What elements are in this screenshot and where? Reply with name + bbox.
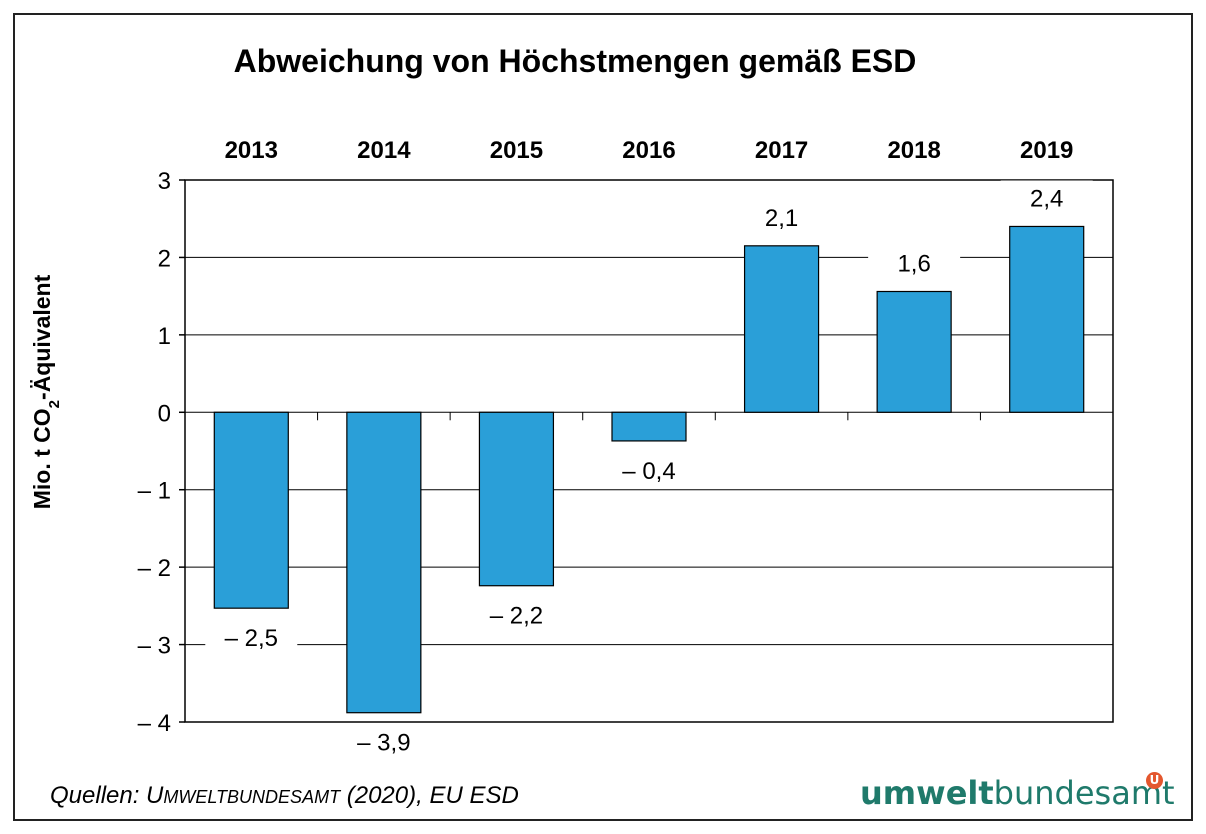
y-tick-label: – 1 — [138, 478, 171, 505]
bars — [213, 225, 1085, 714]
bar — [213, 411, 289, 609]
data-label: – 3,9 — [357, 730, 410, 757]
chart-frame — [13, 13, 1193, 821]
category-label: 2013 — [225, 137, 278, 164]
umweltbundesamt-logo: umweltbundesamt — [860, 774, 1175, 812]
y-tick-label: 2 — [158, 245, 171, 272]
data-label: – 0,4 — [622, 458, 675, 485]
source-note: Quellen: Umweltbundesamt (2020), EU ESD — [50, 782, 519, 810]
plot-area-border — [184, 179, 1114, 723]
data-label-background — [603, 452, 695, 487]
source-suffix: (2020), EU ESD — [340, 782, 519, 809]
y-tick-label: 1 — [158, 323, 171, 350]
data-label: 1,6 — [897, 250, 930, 277]
logo-part-umwelt: umwelt — [860, 774, 994, 812]
data-label-background — [868, 245, 961, 280]
y-axis-label: Mio. t CO2-Äquivalent — [29, 274, 63, 509]
data-label-background — [470, 597, 563, 632]
data-label-background — [1000, 180, 1093, 215]
source-smallcaps: mweltbundesamt — [163, 787, 341, 807]
source-prefix: Quellen: U — [50, 782, 164, 809]
bar — [1009, 225, 1085, 413]
data-label: – 2,5 — [225, 625, 278, 652]
bar — [611, 411, 687, 442]
data-label: 2,1 — [765, 205, 798, 232]
data-label-background — [735, 199, 828, 234]
category-label: 2018 — [887, 137, 940, 164]
data-label-background — [205, 620, 298, 655]
category-label: 2019 — [1020, 137, 1073, 164]
axes — [179, 179, 1114, 723]
category-label: 2017 — [755, 137, 808, 164]
bar — [346, 411, 422, 714]
gridlines — [185, 179, 1113, 723]
logo-mark-icon: U — [1146, 772, 1163, 789]
y-tick-label: 3 — [158, 168, 171, 195]
data-label: 2,4 — [1030, 185, 1063, 212]
logo-part-bundesamt: bundesamt — [993, 774, 1175, 812]
bar — [876, 290, 952, 413]
category-label: 2015 — [490, 137, 543, 164]
y-tick-label: – 4 — [138, 710, 171, 737]
category-label: 2014 — [357, 137, 411, 164]
bar — [478, 411, 555, 587]
y-tick-label: – 2 — [138, 555, 171, 582]
labels: 3 2 1 0 – 1 – 2 – 3 – 4 2013 – 2,5 2014 – 3,9 2015 – … — [138, 137, 1093, 759]
data-label: – 2,2 — [490, 603, 543, 630]
category-label: 2016 — [622, 137, 675, 164]
data-label-background — [337, 724, 430, 759]
y-tick-label: – 3 — [138, 633, 171, 660]
chart-title: Abweichung von Höchstmengen gemäß ESD — [233, 43, 917, 79]
bar — [743, 245, 820, 413]
y-tick-label: 0 — [158, 400, 171, 427]
